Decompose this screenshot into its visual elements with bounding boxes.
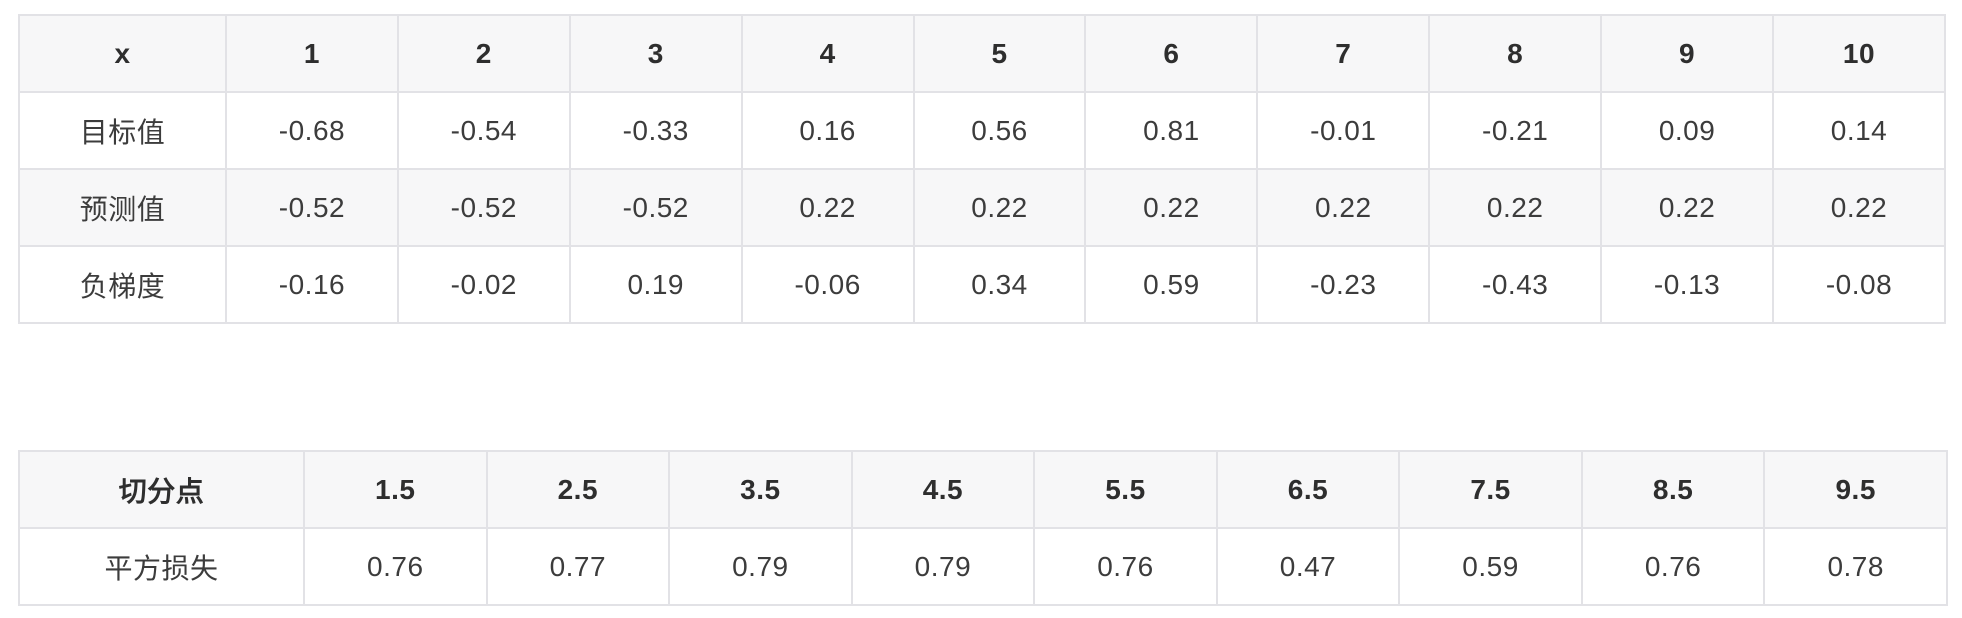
column-header: 6 bbox=[1084, 14, 1259, 93]
corner-header: x bbox=[18, 14, 227, 93]
header-row: x 1 2 3 4 5 6 7 8 9 10 bbox=[18, 14, 1946, 93]
cell-value: -0.54 bbox=[396, 91, 571, 170]
column-header: 4 bbox=[740, 14, 915, 93]
column-header: 1.5 bbox=[303, 450, 488, 529]
cell-value: -0.52 bbox=[568, 168, 743, 247]
cell-value: -0.52 bbox=[396, 168, 571, 247]
split-loss-table: 切分点 1.5 2.5 3.5 4.5 5.5 6.5 7.5 8.5 9.5 平方损失 0.76 0.… bbox=[18, 450, 1948, 606]
cell-value: 0.22 bbox=[1084, 168, 1259, 247]
cell-value: -0.52 bbox=[225, 168, 399, 247]
column-header: 5 bbox=[912, 14, 1087, 93]
cell-value: -0.01 bbox=[1256, 91, 1431, 170]
column-header: 7 bbox=[1256, 14, 1431, 93]
table-row: 平方损失 0.76 0.77 0.79 0.79 0.76 0.47 0.59 0.76 0.78 bbox=[18, 527, 1948, 606]
cell-value: 0.22 bbox=[1256, 168, 1431, 247]
cell-value: 0.59 bbox=[1084, 245, 1259, 324]
row-label: 目标值 bbox=[18, 91, 227, 170]
column-header: 2 bbox=[396, 14, 571, 93]
column-header: 5.5 bbox=[1033, 450, 1218, 529]
cell-value: -0.43 bbox=[1428, 245, 1603, 324]
column-header: 3.5 bbox=[668, 450, 853, 529]
cell-value: 0.81 bbox=[1084, 91, 1259, 170]
cell-value: 0.09 bbox=[1600, 91, 1775, 170]
table-row: 预测值 -0.52 -0.52 -0.52 0.22 0.22 0.22 0.22 0.22 0.… bbox=[18, 168, 1946, 247]
cell-value: -0.02 bbox=[396, 245, 571, 324]
table-row: 负梯度 -0.16 -0.02 0.19 -0.06 0.34 0.59 -0.23 -0.43… bbox=[18, 245, 1946, 324]
column-header: 1 bbox=[225, 14, 399, 93]
cell-value: -0.13 bbox=[1600, 245, 1775, 324]
cell-value: 0.22 bbox=[1600, 168, 1775, 247]
corner-header: 切分点 bbox=[18, 450, 305, 529]
cell-value: 0.77 bbox=[485, 527, 671, 606]
cell-value: 0.59 bbox=[1398, 527, 1583, 606]
cell-value: 0.47 bbox=[1215, 527, 1401, 606]
cell-value: -0.33 bbox=[568, 91, 743, 170]
cell-value: -0.68 bbox=[225, 91, 399, 170]
cell-value: 0.22 bbox=[1428, 168, 1603, 247]
cell-value: -0.06 bbox=[740, 245, 915, 324]
cell-value: -0.21 bbox=[1428, 91, 1603, 170]
cell-value: -0.23 bbox=[1256, 245, 1431, 324]
header-row: 切分点 1.5 2.5 3.5 4.5 5.5 6.5 7.5 8.5 9.5 bbox=[18, 450, 1948, 529]
cell-value: 0.76 bbox=[1580, 527, 1766, 606]
column-header: 8.5 bbox=[1580, 450, 1766, 529]
row-label: 预测值 bbox=[18, 168, 227, 247]
column-header: 9.5 bbox=[1763, 450, 1948, 529]
cell-value: 0.76 bbox=[303, 527, 488, 606]
column-header: 2.5 bbox=[485, 450, 671, 529]
cell-value: -0.16 bbox=[225, 245, 399, 324]
column-header: 3 bbox=[568, 14, 743, 93]
cell-value: 0.16 bbox=[740, 91, 915, 170]
cell-value: 0.34 bbox=[912, 245, 1087, 324]
column-header: 8 bbox=[1428, 14, 1603, 93]
cell-value: 0.22 bbox=[912, 168, 1087, 247]
row-label: 负梯度 bbox=[18, 245, 227, 324]
table-row: 目标值 -0.68 -0.54 -0.33 0.16 0.56 0.81 -0.01 -0.21… bbox=[18, 91, 1946, 170]
cell-value: 0.76 bbox=[1033, 527, 1218, 606]
cell-value: 0.22 bbox=[1772, 168, 1946, 247]
cell-value: 0.56 bbox=[912, 91, 1087, 170]
row-label: 平方损失 bbox=[18, 527, 305, 606]
cell-value: 0.14 bbox=[1772, 91, 1946, 170]
cell-value: 0.19 bbox=[568, 245, 743, 324]
column-header: 9 bbox=[1600, 14, 1775, 93]
column-header: 10 bbox=[1772, 14, 1946, 93]
cell-value: 0.79 bbox=[850, 527, 1036, 606]
cell-value: 0.22 bbox=[740, 168, 915, 247]
cell-value: -0.08 bbox=[1772, 245, 1946, 324]
cell-value: 0.78 bbox=[1763, 527, 1948, 606]
column-header: 4.5 bbox=[850, 450, 1036, 529]
gradient-table: x 1 2 3 4 5 6 7 8 9 10 目标值 -0.68 -0.54 -0.33 0.16 0.56 0.… bbox=[18, 14, 1946, 324]
column-header: 6.5 bbox=[1215, 450, 1401, 529]
column-header: 7.5 bbox=[1398, 450, 1583, 529]
cell-value: 0.79 bbox=[668, 527, 853, 606]
